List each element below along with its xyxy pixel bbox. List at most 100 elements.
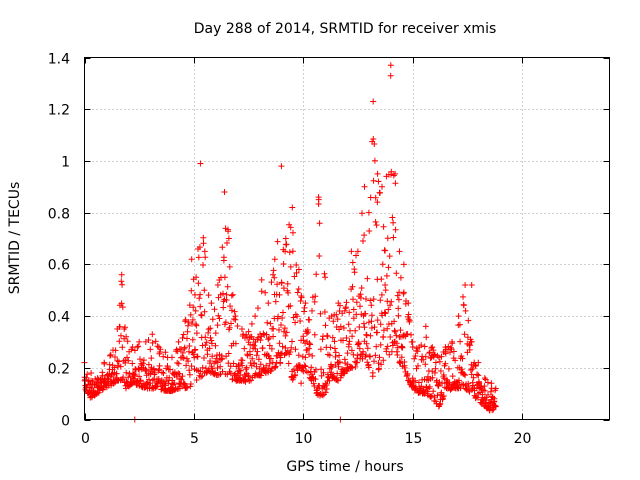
data-point (397, 327, 404, 334)
data-point (183, 362, 190, 369)
data-point (449, 338, 455, 345)
data-point (376, 354, 383, 361)
data-point (188, 256, 195, 263)
data-point (209, 316, 216, 323)
data-point (435, 354, 442, 361)
data-point (106, 361, 113, 368)
data-point (198, 312, 205, 319)
data-point (228, 320, 234, 327)
data-point (243, 331, 250, 338)
data-point (239, 357, 246, 364)
data-point (383, 173, 390, 180)
data-point (167, 366, 174, 373)
data-point (368, 302, 375, 309)
data-point (207, 334, 214, 341)
data-point (346, 338, 353, 345)
data-point (450, 348, 457, 355)
data-point (340, 337, 346, 344)
data-point (257, 361, 264, 368)
data-point (255, 356, 262, 363)
data-point (442, 360, 449, 367)
data-point (436, 401, 443, 408)
data-point (400, 289, 407, 296)
data-point (284, 280, 291, 287)
data-point (315, 194, 322, 201)
data-point (370, 136, 377, 142)
data-point (278, 279, 285, 286)
data-point (348, 248, 355, 255)
data-point (441, 375, 448, 382)
data-point (413, 365, 420, 372)
data-point (237, 367, 244, 374)
data-point (208, 337, 215, 344)
data-point (356, 345, 363, 352)
data-point (469, 366, 476, 372)
data-point (392, 226, 399, 233)
data-point (335, 300, 342, 307)
data-point (287, 263, 294, 270)
data-point (422, 353, 429, 360)
data-point (321, 270, 328, 277)
data-point (201, 248, 208, 255)
data-point (331, 345, 338, 352)
data-point (202, 342, 209, 349)
data-point (371, 358, 377, 365)
data-point (399, 344, 406, 351)
data-point (393, 270, 400, 277)
data-point (188, 363, 195, 370)
data-point (280, 261, 287, 267)
data-point (370, 177, 377, 184)
data-point (125, 357, 132, 364)
data-point (468, 338, 475, 345)
data-point (149, 377, 156, 384)
data-point (363, 296, 369, 302)
data-point (186, 371, 193, 378)
data-point (142, 338, 149, 345)
data-point (468, 371, 475, 378)
data-point (213, 355, 220, 362)
data-point (323, 386, 330, 392)
data-point (394, 292, 401, 299)
data-point (426, 383, 433, 390)
data-point (343, 335, 350, 341)
data-point (343, 299, 350, 306)
data-point (245, 328, 252, 335)
data-point (347, 327, 353, 334)
data-point (335, 359, 342, 366)
data-point (363, 340, 370, 347)
data-point (196, 244, 203, 251)
data-point (395, 296, 402, 303)
data-point (266, 335, 273, 341)
data-point (409, 344, 416, 350)
data-point (200, 240, 207, 247)
data-point (436, 358, 443, 365)
data-point (207, 358, 214, 364)
data-point (119, 344, 126, 351)
data-point (111, 364, 118, 371)
data-point (112, 347, 119, 354)
data-point (231, 308, 238, 315)
data-point (392, 328, 399, 335)
data-point (367, 332, 374, 339)
data-point (309, 307, 315, 314)
data-point (458, 366, 465, 373)
data-point (149, 339, 156, 346)
data-point (316, 253, 323, 259)
data-point (326, 377, 333, 384)
data-point (460, 302, 467, 309)
data-point (334, 376, 340, 383)
data-point (219, 355, 226, 362)
data-point (412, 383, 419, 390)
data-point (197, 368, 204, 375)
data-point (107, 352, 113, 359)
data-point (361, 232, 368, 239)
data-point (377, 297, 384, 304)
data-point (280, 328, 287, 335)
data-point (208, 300, 215, 307)
data-point (184, 328, 191, 335)
data-point (175, 370, 182, 377)
data-point (350, 315, 357, 322)
data-point (205, 329, 212, 336)
data-point (372, 352, 379, 359)
data-point (249, 355, 256, 362)
